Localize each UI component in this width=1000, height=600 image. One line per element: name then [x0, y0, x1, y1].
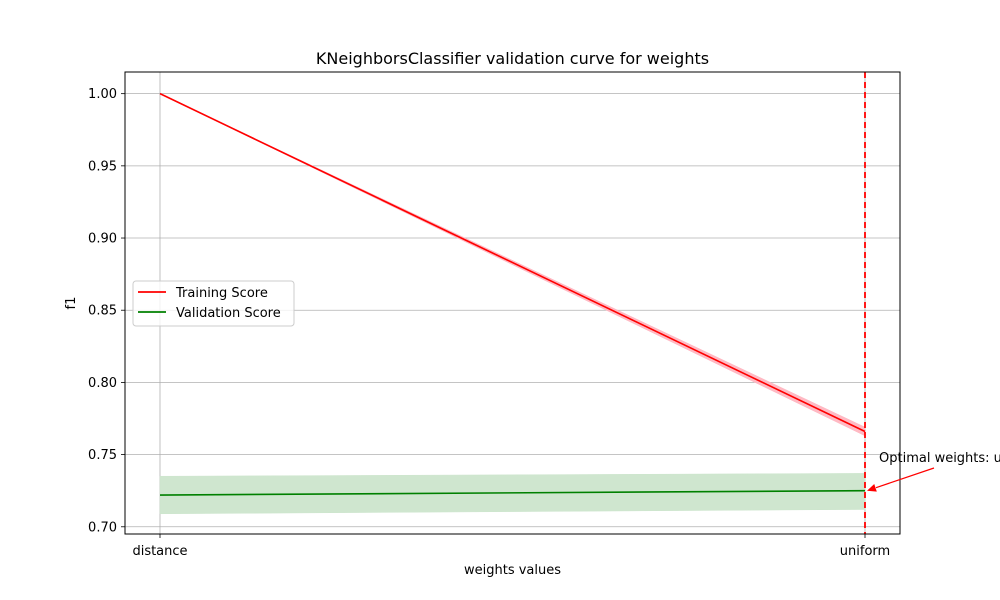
y-tick-label: 0.75	[88, 448, 117, 463]
band-training	[159, 93, 866, 437]
y-tick-label: 1.00	[88, 87, 117, 102]
axis-ticks: 0.70 0.75 0.80 0.85 0.90 0.95 1.00 distance unif…	[88, 87, 890, 559]
y-tick-label: 0.80	[88, 376, 117, 391]
legend-box	[132, 280, 295, 327]
line-validation	[159, 489, 866, 496]
chart-title: KNeighborsClassifier validation curve fo…	[316, 49, 709, 68]
annotation-text: Optimal weights: uniform	[879, 451, 1000, 466]
y-axis-label: f1	[64, 297, 79, 310]
legend-label-validation: Validation Score	[176, 306, 281, 321]
annotation: Optimal weights: uniform	[867, 451, 1000, 492]
x-tick-label: distance	[132, 544, 187, 559]
x-tick-label: uniform	[840, 544, 890, 559]
x-axis-label: weights values	[464, 563, 561, 578]
y-tick-label: 0.70	[88, 520, 117, 535]
annotation-arrow-line	[875, 467, 935, 489]
line-training	[159, 92, 866, 433]
y-tick-label: 0.95	[88, 159, 117, 174]
series-lines	[159, 92, 866, 496]
legend: Training Score Validation Score	[132, 280, 295, 327]
legend-label-training: Training Score	[175, 286, 268, 301]
plot-frame	[124, 71, 901, 535]
y-tick-label: 0.90	[88, 232, 117, 247]
annotation-arrow-head	[867, 484, 877, 492]
y-tick-label: 0.85	[88, 304, 117, 319]
